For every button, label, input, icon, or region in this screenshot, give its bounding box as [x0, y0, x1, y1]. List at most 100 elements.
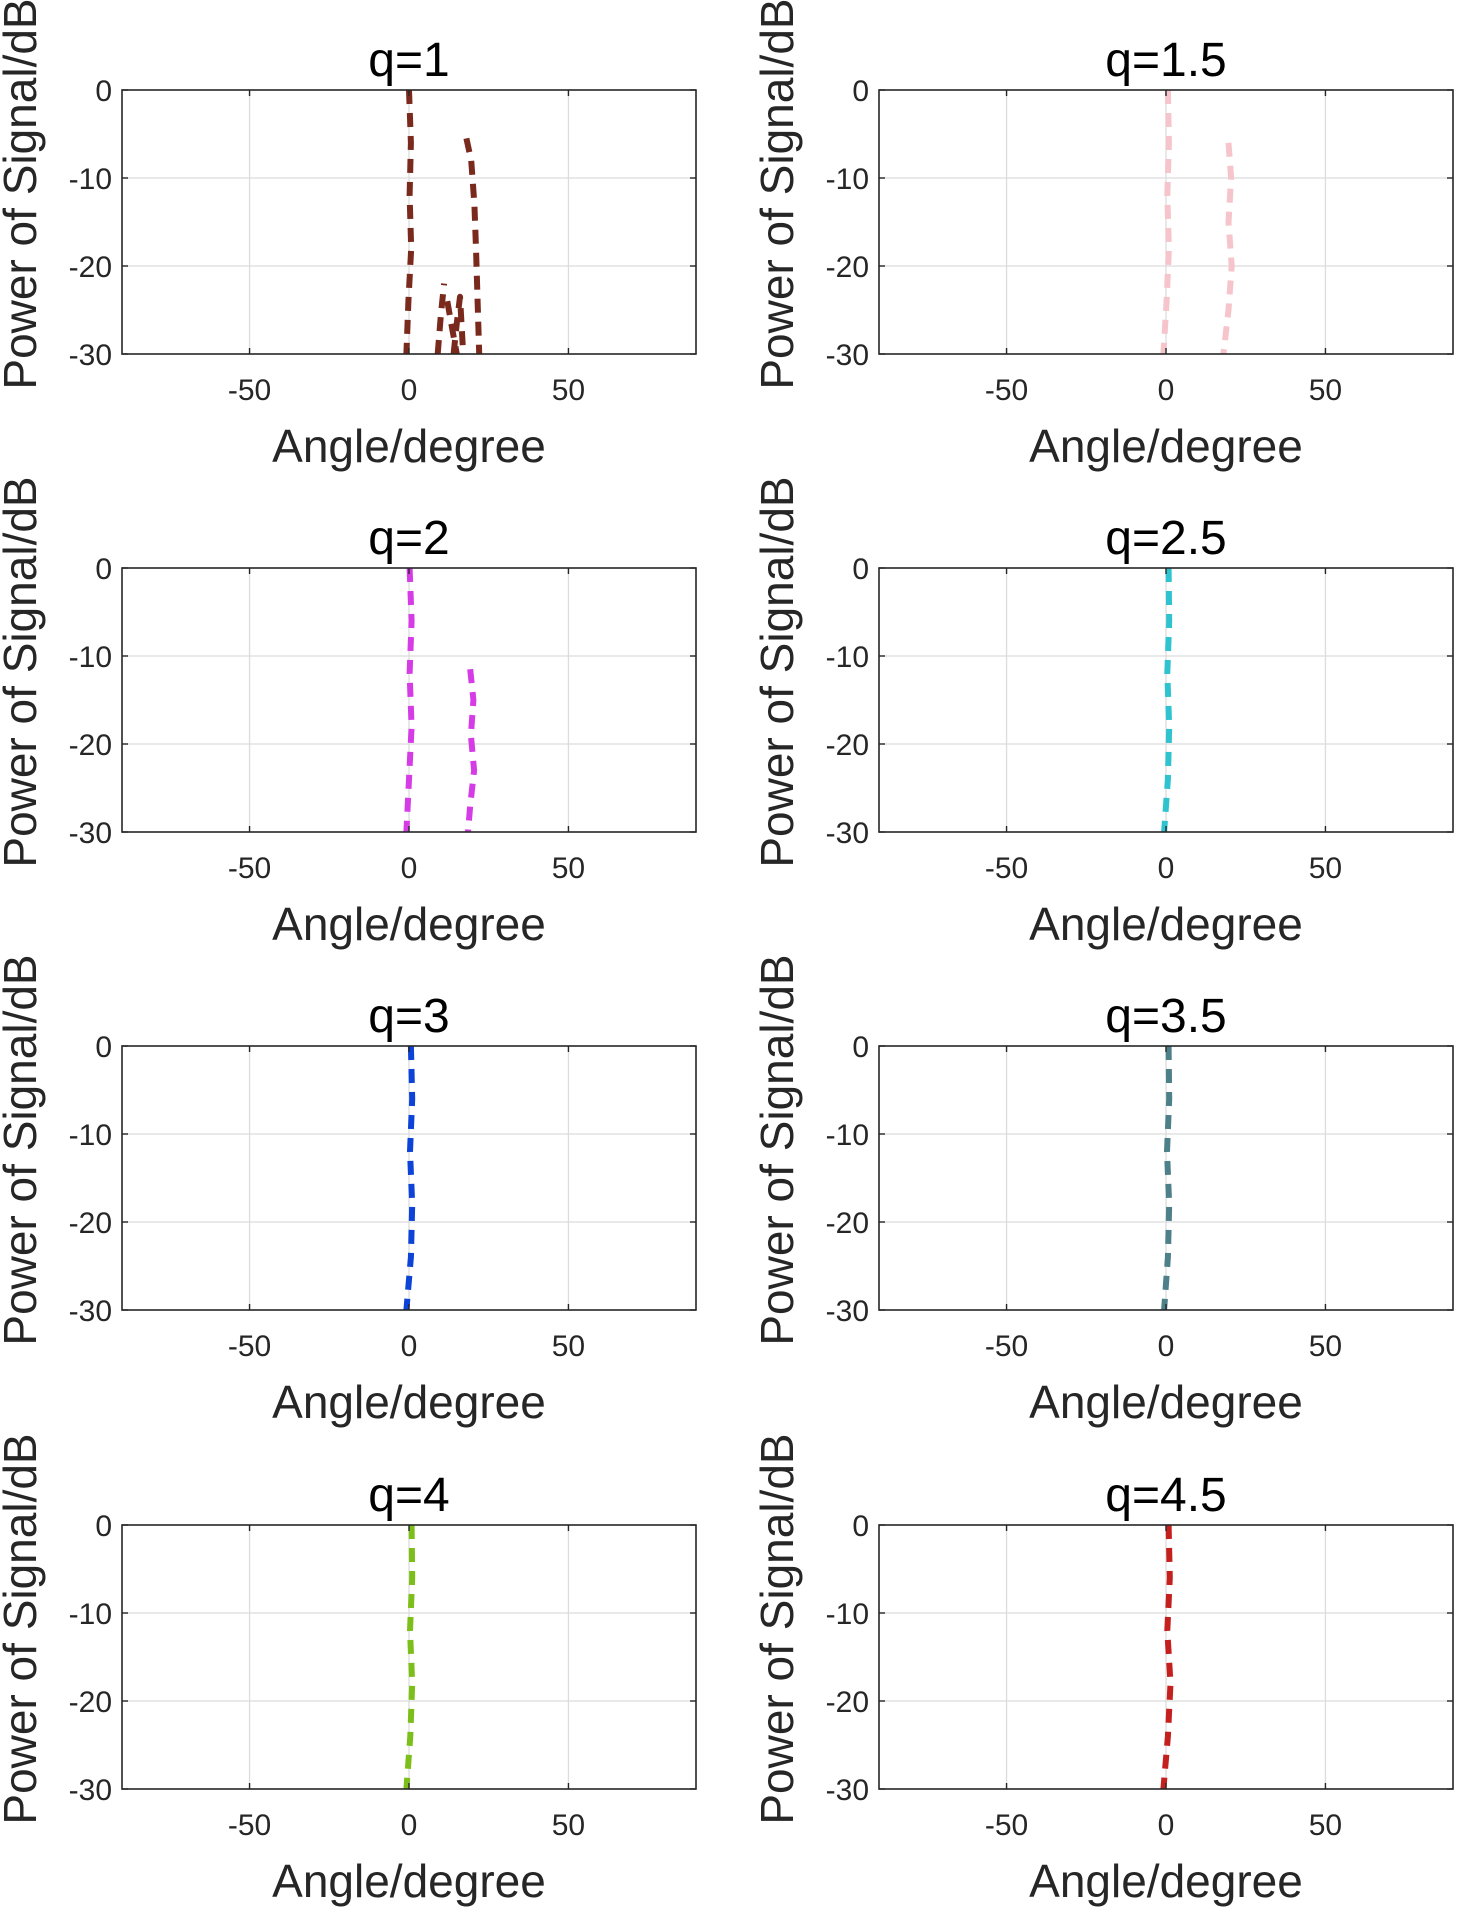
- y-tick-label: 0: [852, 1510, 869, 1543]
- x-tick-label: -50: [985, 374, 1028, 407]
- y-axis-label: Power of Signal/dB: [751, 476, 803, 867]
- x-tick-label: 50: [552, 852, 585, 885]
- x-tick-label: 50: [552, 1330, 585, 1363]
- x-tick-label: 50: [1309, 852, 1342, 885]
- y-axis-label: Power of Signal/dB: [0, 476, 46, 867]
- x-tick-label: -50: [228, 1809, 271, 1842]
- y-tick-label: -20: [69, 1686, 112, 1719]
- chart-panel-8: -50 0 50 0 -10 -20 -30 q=4.5 Angle/degree Power o…: [751, 1433, 1454, 1907]
- y-tick-label: -10: [69, 1598, 112, 1631]
- y-axis-label: Power of Signal/dB: [751, 0, 803, 390]
- y-tick-label: 0: [852, 1031, 869, 1064]
- chart-panel-1: -50 0 50 0 -10 -20 -30 q=1 Angle/degree Power of …: [0, 0, 697, 472]
- y-axis-label: Power of Signal/dB: [0, 1433, 46, 1824]
- series-line-1: [403, 567, 415, 833]
- y-tick-label: -10: [826, 641, 869, 674]
- chart-title: q=4.5: [1105, 1469, 1226, 1522]
- x-tick-label: 0: [1158, 374, 1175, 407]
- chart-title: q=2.5: [1105, 512, 1226, 565]
- y-tick-label: -20: [826, 251, 869, 284]
- x-tick-label: 0: [1158, 1330, 1175, 1363]
- x-tick-label: 0: [1158, 1809, 1175, 1842]
- y-tick-label: 0: [95, 553, 112, 586]
- series-line-1: [1161, 567, 1173, 833]
- y-tick-label: 0: [852, 75, 869, 108]
- chart-title: q=2: [368, 512, 449, 565]
- chart-panel-6: -50 0 50 0 -10 -20 -30 q=3.5 Angle/degree Power o…: [751, 954, 1454, 1428]
- chart-title: q=4: [368, 1469, 449, 1522]
- y-tick-label: -30: [69, 1774, 112, 1807]
- series-line-1: [403, 1045, 416, 1311]
- x-tick-label: 0: [401, 852, 418, 885]
- series-line-2: [1220, 142, 1235, 355]
- series-line-2: [465, 668, 478, 833]
- x-axis-label: Angle/degree: [1029, 420, 1303, 472]
- chart-title: q=3.5: [1105, 990, 1226, 1043]
- chart-panel-3: -50 0 50 0 -10 -20 -30 q=2 Angle/degree Power of …: [0, 476, 697, 950]
- y-tick-label: -30: [826, 817, 869, 850]
- chart-title: q=1: [368, 34, 449, 87]
- series-line-1: [403, 89, 415, 355]
- y-tick-label: -20: [826, 1686, 869, 1719]
- y-tick-label: -30: [826, 339, 869, 372]
- x-tick-label: 50: [1309, 1809, 1342, 1842]
- chart-panel-2: -50 0 50 0 -10 -20 -30 q=1.5 Angle/degree Power o…: [751, 0, 1454, 472]
- series-line-1: [1161, 1045, 1173, 1311]
- y-tick-label: -20: [826, 729, 869, 762]
- y-tick-label: -30: [826, 1774, 869, 1807]
- x-tick-label: 50: [552, 1809, 585, 1842]
- x-tick-label: -50: [985, 1809, 1028, 1842]
- y-tick-label: 0: [95, 1510, 112, 1543]
- series-line-1: [403, 1524, 416, 1790]
- x-tick-label: -50: [985, 852, 1028, 885]
- x-axis-label: Angle/degree: [272, 1376, 546, 1428]
- chart-panel-4: -50 0 50 0 -10 -20 -30 q=2.5 Angle/degree Power o…: [751, 476, 1454, 950]
- y-axis-label: Power of Signal/dB: [0, 0, 46, 390]
- x-tick-label: 0: [401, 1809, 418, 1842]
- x-tick-label: 0: [401, 1330, 418, 1363]
- chart-title: q=1.5: [1105, 34, 1226, 87]
- x-tick-label: 0: [1158, 852, 1175, 885]
- x-tick-label: 50: [1309, 1330, 1342, 1363]
- x-tick-label: -50: [228, 852, 271, 885]
- chart-panel-5: -50 0 50 0 -10 -20 -30 q=3 Angle/degree Power of …: [0, 954, 697, 1428]
- y-tick-label: 0: [95, 1031, 112, 1064]
- series-line-2: [463, 137, 483, 355]
- chart-panel-7: -50 0 50 0 -10 -20 -30 q=4 Angle/degree Power of …: [0, 1433, 697, 1907]
- y-tick-label: -10: [69, 163, 112, 196]
- y-tick-label: -20: [69, 251, 112, 284]
- y-tick-label: -10: [826, 1598, 869, 1631]
- x-axis-label: Angle/degree: [272, 420, 546, 472]
- x-tick-label: 0: [401, 374, 418, 407]
- x-axis-label: Angle/degree: [1029, 1855, 1303, 1907]
- x-tick-label: 50: [552, 374, 585, 407]
- y-axis-label: Power of Signal/dB: [751, 1433, 803, 1824]
- y-tick-label: -10: [69, 641, 112, 674]
- x-axis-label: Angle/degree: [1029, 1376, 1303, 1428]
- y-axis-label: Power of Signal/dB: [0, 954, 46, 1345]
- series-line-3: [434, 283, 448, 355]
- y-tick-label: -30: [69, 1295, 112, 1328]
- y-tick-label: 0: [852, 553, 869, 586]
- x-tick-label: -50: [228, 374, 271, 407]
- y-tick-label: -10: [69, 1119, 112, 1152]
- y-axis-label: Power of Signal/dB: [751, 954, 803, 1345]
- y-tick-label: -30: [69, 817, 112, 850]
- y-tick-label: -20: [69, 729, 112, 762]
- y-tick-label: -30: [69, 339, 112, 372]
- x-tick-label: -50: [228, 1330, 271, 1363]
- y-tick-label: -10: [826, 1119, 869, 1152]
- y-tick-label: 0: [95, 75, 112, 108]
- y-tick-label: -10: [826, 163, 869, 196]
- y-tick-label: -20: [69, 1207, 112, 1240]
- series-line-1: [1160, 89, 1172, 355]
- y-tick-label: -30: [826, 1295, 869, 1328]
- y-tick-label: -20: [826, 1207, 869, 1240]
- chart-title: q=3: [368, 990, 449, 1043]
- x-axis-label: Angle/degree: [272, 898, 546, 950]
- x-axis-label: Angle/degree: [272, 1855, 546, 1907]
- x-tick-label: 50: [1309, 374, 1342, 407]
- series-line-4: [444, 300, 460, 355]
- series-line-1: [1160, 1524, 1174, 1790]
